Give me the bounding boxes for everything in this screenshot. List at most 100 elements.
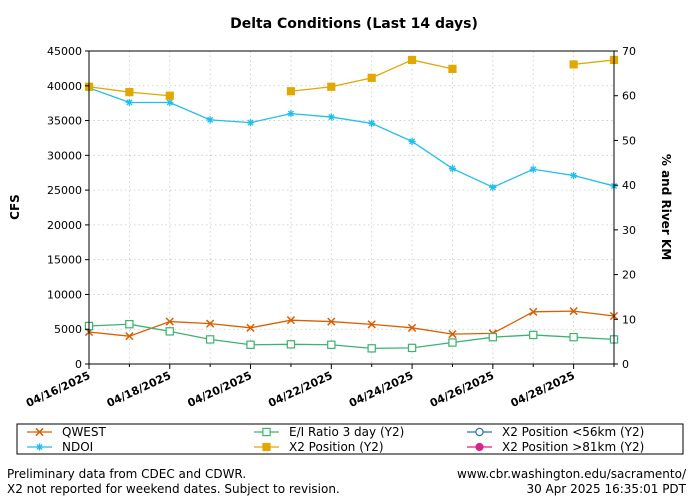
data-point-ndoi bbox=[368, 119, 376, 127]
y2-tick-label: 20 bbox=[622, 269, 636, 282]
x-tick-label: 04/20/2025 bbox=[186, 369, 254, 410]
data-point-x2-position-y2 bbox=[448, 64, 457, 73]
legend-swatch-marker bbox=[35, 427, 44, 437]
series-e-i-ratio-3-day-y2 bbox=[84, 320, 619, 353]
data-point-e-i-ratio-3-day-y2 bbox=[367, 344, 376, 353]
data-point-e-i-ratio-3-day-y2 bbox=[448, 338, 457, 347]
legend-label: X2 Position >81km (Y2) bbox=[502, 440, 644, 454]
x-tick-label: 04/24/2025 bbox=[347, 369, 415, 410]
footer-note-weekend: X2 not reported for weekend dates. Subje… bbox=[7, 482, 340, 496]
legend-swatch-marker bbox=[475, 427, 484, 437]
data-point-qwest bbox=[206, 319, 215, 328]
y-tick-label: 30000 bbox=[47, 149, 82, 162]
y-tick-label: 40000 bbox=[47, 80, 82, 93]
data-point-x2-position-y2 bbox=[327, 82, 336, 91]
legend-swatch-marker bbox=[262, 427, 271, 437]
data-point-x2-position-y2 bbox=[286, 87, 296, 96]
footer-note-source: Preliminary data from CDEC and CDWR. bbox=[7, 467, 247, 481]
data-point-qwest bbox=[529, 307, 538, 316]
y-tick-label: 25000 bbox=[47, 184, 82, 197]
legend-label: X2 Position (Y2) bbox=[289, 440, 384, 454]
y2-axis-label: % and River KM bbox=[659, 154, 673, 260]
data-point-ndoi bbox=[529, 165, 537, 173]
data-point-qwest bbox=[367, 320, 376, 329]
legend-item-x2-position-56km-y2: X2 Position <56km (Y2) bbox=[467, 425, 644, 439]
axes: 0 5000 10000 15000 20000 25000 30000 35000 40000… bbox=[24, 45, 636, 410]
series-line-ndoi bbox=[88, 87, 615, 189]
x-tick-label: 04/18/2025 bbox=[105, 369, 173, 410]
data-point-e-i-ratio-3-day-y2 bbox=[125, 320, 134, 329]
legend-item-e-i-ratio-3-day-y2: E/I Ratio 3 day (Y2) bbox=[254, 425, 404, 439]
data-point-qwest bbox=[125, 332, 134, 341]
series-qwest bbox=[84, 307, 619, 341]
legend-label: X2 Position <56km (Y2) bbox=[502, 425, 644, 439]
data-point-e-i-ratio-3-day-y2 bbox=[165, 327, 174, 336]
legend-label: NDOI bbox=[62, 440, 93, 454]
legend-box bbox=[16, 423, 684, 455]
y-tick-label: 5000 bbox=[54, 323, 82, 336]
chart-title: Delta Conditions (Last 14 days) bbox=[230, 16, 478, 32]
legend-item-ndoi: NDOI bbox=[27, 440, 93, 454]
data-point-ndoi bbox=[327, 113, 335, 121]
y-tick-label: 15000 bbox=[47, 254, 82, 267]
data-point-ndoi bbox=[246, 119, 255, 127]
legend-swatch-marker bbox=[35, 443, 44, 451]
data-point-e-i-ratio-3-day-y2 bbox=[327, 340, 336, 349]
legend-label: QWEST bbox=[62, 425, 107, 439]
data-point-e-i-ratio-3-day-y2 bbox=[286, 340, 296, 349]
data-point-ndoi bbox=[125, 98, 133, 107]
y2-tick-label: 10 bbox=[622, 313, 636, 326]
data-point-ndoi bbox=[448, 164, 457, 173]
data-point-x2-position-y2 bbox=[367, 73, 376, 82]
y-tick-label: 10000 bbox=[47, 288, 82, 301]
data-point-ndoi bbox=[570, 171, 578, 180]
data-point-ndoi bbox=[166, 98, 174, 107]
data-point-x2-position-y2 bbox=[125, 88, 134, 97]
plot-frame bbox=[88, 50, 615, 365]
y-axis-label: CFS bbox=[8, 194, 22, 220]
data-point-e-i-ratio-3-day-y2 bbox=[488, 332, 498, 342]
data-point-ndoi bbox=[206, 116, 214, 124]
y2-tick-label: 40 bbox=[622, 179, 636, 192]
series-x2-position-y2 bbox=[84, 55, 619, 100]
y2-tick-label: 60 bbox=[622, 90, 636, 103]
legend-label: E/I Ratio 3 day (Y2) bbox=[289, 425, 404, 439]
series-ndoi bbox=[85, 84, 618, 191]
x-tick-label: 04/26/2025 bbox=[428, 369, 496, 410]
data-point-e-i-ratio-3-day-y2 bbox=[529, 330, 538, 340]
series-layer bbox=[84, 55, 619, 353]
data-point-qwest bbox=[407, 323, 417, 332]
series-line-e-i-ratio-3-day-y2 bbox=[88, 323, 615, 350]
data-point-qwest bbox=[286, 316, 296, 325]
y2-tick-label: 70 bbox=[622, 45, 636, 58]
y-tick-label: 20000 bbox=[47, 219, 82, 232]
y2-tick-label: 0 bbox=[622, 358, 629, 371]
data-point-ndoi bbox=[287, 110, 295, 118]
legend-item-qwest: QWEST bbox=[27, 425, 107, 439]
x-tick-label: 04/22/2025 bbox=[266, 369, 334, 410]
data-point-e-i-ratio-3-day-y2 bbox=[205, 335, 215, 344]
data-point-qwest bbox=[327, 317, 336, 326]
y-tick-label: 35000 bbox=[47, 115, 82, 128]
data-point-x2-position-y2 bbox=[407, 55, 417, 65]
data-point-e-i-ratio-3-day-y2 bbox=[407, 343, 417, 353]
footer-url[interactable]: www.cbr.washington.edu/sacramento/ bbox=[457, 467, 686, 481]
data-point-qwest bbox=[246, 323, 255, 332]
data-point-x2-position-y2 bbox=[569, 60, 578, 69]
footer-meta: www.cbr.washington.edu/sacramento/ 30 Ap… bbox=[457, 467, 686, 497]
legend-item-x2-position-y2: X2 Position (Y2) bbox=[254, 440, 384, 454]
y-tick-label: 0 bbox=[75, 358, 82, 371]
y-tick-label: 45000 bbox=[47, 45, 82, 58]
x-tick-label: 04/16/2025 bbox=[24, 369, 92, 410]
legend-swatch-marker bbox=[262, 442, 271, 452]
data-point-e-i-ratio-3-day-y2 bbox=[246, 340, 255, 349]
data-point-ndoi bbox=[408, 137, 416, 146]
y2-tick-label: 30 bbox=[622, 224, 636, 237]
x-tick-label: 04/28/2025 bbox=[509, 369, 577, 410]
data-point-x2-position-y2 bbox=[165, 91, 174, 100]
data-point-qwest bbox=[165, 317, 174, 326]
footer-timestamp: 30 Apr 2025 16:35:01 PDT bbox=[526, 482, 686, 496]
data-point-qwest bbox=[448, 329, 457, 339]
